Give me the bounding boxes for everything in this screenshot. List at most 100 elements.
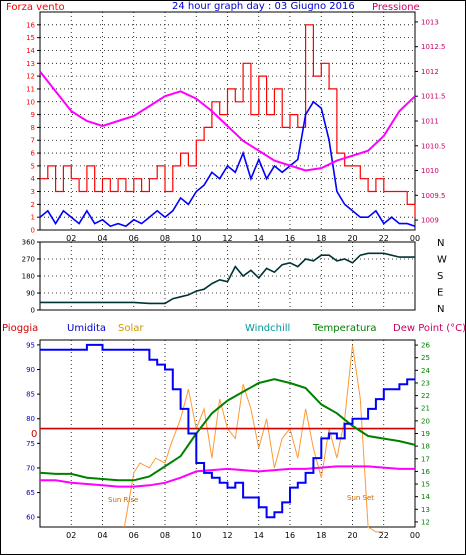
sunrise-label: Sun Rise	[108, 496, 138, 504]
direction-axis-tick-label: 180	[22, 273, 35, 281]
temperature-axis-tick-label: 17	[421, 455, 430, 463]
direction-axis-tick-label: 270	[22, 256, 35, 264]
temperature-axis-tick-label: 12	[421, 518, 430, 526]
temp-x-x-tick: 16	[285, 531, 295, 540]
wind-gust-series	[40, 24, 416, 218]
temperature-series	[39, 378, 416, 482]
temperature-humidity-panel	[39, 339, 416, 528]
temp-x-x-tick: 08	[160, 531, 170, 540]
wind-x-x-tick: 20	[347, 234, 357, 243]
windchill-legend: Windchill	[245, 323, 290, 334]
pressure-axis-tick-label: 1010.5	[421, 142, 446, 150]
humidity-axis-tick-label: 80	[26, 415, 35, 423]
humidity-axis-tick-label: 65	[26, 489, 35, 497]
temp-x-x-tick: 00	[410, 531, 420, 540]
wind-axis-tick-label: 4	[31, 175, 36, 183]
pressure-axis-tick-label: 1009.5	[421, 192, 446, 200]
temp-x-x-tick: 18	[316, 531, 326, 540]
wind-axis-tick-label: 9	[31, 111, 35, 119]
temperature-axis-tick-label: 19	[421, 430, 430, 438]
humidity-axis-tick-label: 60	[26, 514, 35, 522]
wind-axis-tick-label: 7	[31, 137, 35, 145]
humidity-series	[40, 343, 415, 519]
wind-axis-tick-label: 8	[31, 124, 35, 132]
direction-axis-tick-label: 360	[22, 239, 35, 247]
pressure-series	[39, 70, 416, 172]
wind-axis-tick-label: 11	[26, 85, 35, 93]
humidity-axis-tick-label: 90	[26, 366, 35, 374]
temp-x-x-tick: 06	[129, 531, 139, 540]
wind-x-x-tick: 14	[254, 234, 264, 243]
temperature-axis-tick-label: 22	[421, 392, 430, 400]
humidity-legend: Umidita	[67, 323, 106, 334]
solar-legend: Solar	[118, 323, 144, 334]
wind-axis-tick-label: 0	[31, 227, 35, 235]
wind-x-x-tick: 08	[160, 234, 170, 243]
compass-label: N	[437, 304, 444, 315]
wind-axis-tick-label: 6	[31, 150, 36, 158]
compass-label: E	[437, 288, 443, 299]
wind-axis-tick-label: 5	[31, 162, 35, 170]
temperature-legend: Temperatura	[312, 323, 377, 334]
temperature-axis-tick-label: 21	[421, 405, 430, 413]
temp-x-x-tick: 20	[347, 531, 357, 540]
temp-x-x-tick: 02	[66, 531, 76, 540]
temperature-axis-tick-label: 26	[421, 342, 430, 350]
wind-axis-tick-label: 10	[26, 98, 35, 106]
wind-axis-tick-label: 13	[26, 60, 35, 68]
temperature-axis-tick-label: 25	[421, 354, 430, 362]
pressure-axis-tick-label: 1009	[421, 217, 439, 225]
sunset-label: Sun Set	[347, 494, 374, 502]
pressure-axis-tick-label: 1011	[421, 118, 439, 126]
temperature-axis-tick-label: 14	[421, 493, 430, 501]
pressure-axis-tick-label: 1013	[421, 18, 439, 26]
wind-axis-tick-label: 14	[26, 47, 35, 55]
wind-x-x-tick: 02	[66, 234, 76, 243]
humidity-axis-tick-label: 95	[26, 341, 35, 349]
wind-axis-tick-label: 1	[31, 214, 35, 222]
temp-x-x-tick: 04	[97, 531, 107, 540]
compass-label: W	[437, 255, 447, 266]
rain-zero-label: 0	[31, 429, 37, 440]
temperature-axis-tick-label: 23	[421, 379, 430, 387]
wind-axis-tick-label: 16	[26, 21, 35, 29]
wind-x-x-tick: 00	[410, 234, 420, 243]
compass-label: N	[437, 238, 444, 249]
wind-x-x-tick: 22	[379, 234, 389, 243]
wind-direction-series	[40, 252, 415, 305]
dewpoint-series	[40, 465, 415, 488]
chart-title: 24 hour graph day : 03 Giugno 2016	[172, 1, 355, 12]
direction-axis-tick-label: 90	[26, 290, 35, 298]
pressure-axis-tick-label: 1012.5	[421, 43, 446, 51]
wind-x-x-tick: 06	[129, 234, 139, 243]
temperature-axis-tick-label: 13	[421, 506, 430, 514]
pressure-axis-tick-label: 1011.5	[421, 93, 446, 101]
temperature-axis-tick-label: 16	[421, 468, 430, 476]
wind-avg-series	[39, 100, 416, 228]
humidity-axis-tick-label: 75	[26, 440, 35, 448]
humidity-axis-tick-label: 70	[26, 464, 35, 472]
wind-axis-tick-label: 12	[26, 73, 35, 81]
wind-x-x-tick: 04	[97, 234, 107, 243]
temp-x-x-tick: 12	[222, 531, 232, 540]
pressure-axis-tick-label: 1012	[421, 68, 439, 76]
temperature-axis-tick-label: 15	[421, 481, 430, 489]
compass-label: S	[437, 271, 443, 282]
wind-axis-title: Forza vento	[6, 2, 65, 13]
wind-axis-tick-label: 3	[31, 188, 35, 196]
temp-x-x-tick: 22	[379, 531, 389, 540]
wind-x-x-tick: 12	[222, 234, 232, 243]
wind-x-x-tick: 18	[316, 234, 326, 243]
wind-axis-tick-label: 2	[31, 201, 35, 209]
pressure-axis-tick-label: 1010	[421, 167, 439, 175]
wind-axis-tick-label: 15	[26, 34, 35, 42]
wind-x-x-tick: 10	[191, 234, 201, 243]
temperature-axis-tick-label: 20	[421, 417, 430, 425]
temperature-axis-tick-label: 18	[421, 443, 430, 451]
direction-axis-tick-label: 0	[31, 307, 35, 315]
humidity-axis-tick-label: 85	[26, 391, 35, 399]
wind-x-x-tick: 16	[285, 234, 295, 243]
rain-legend: Pioggia	[2, 323, 38, 334]
